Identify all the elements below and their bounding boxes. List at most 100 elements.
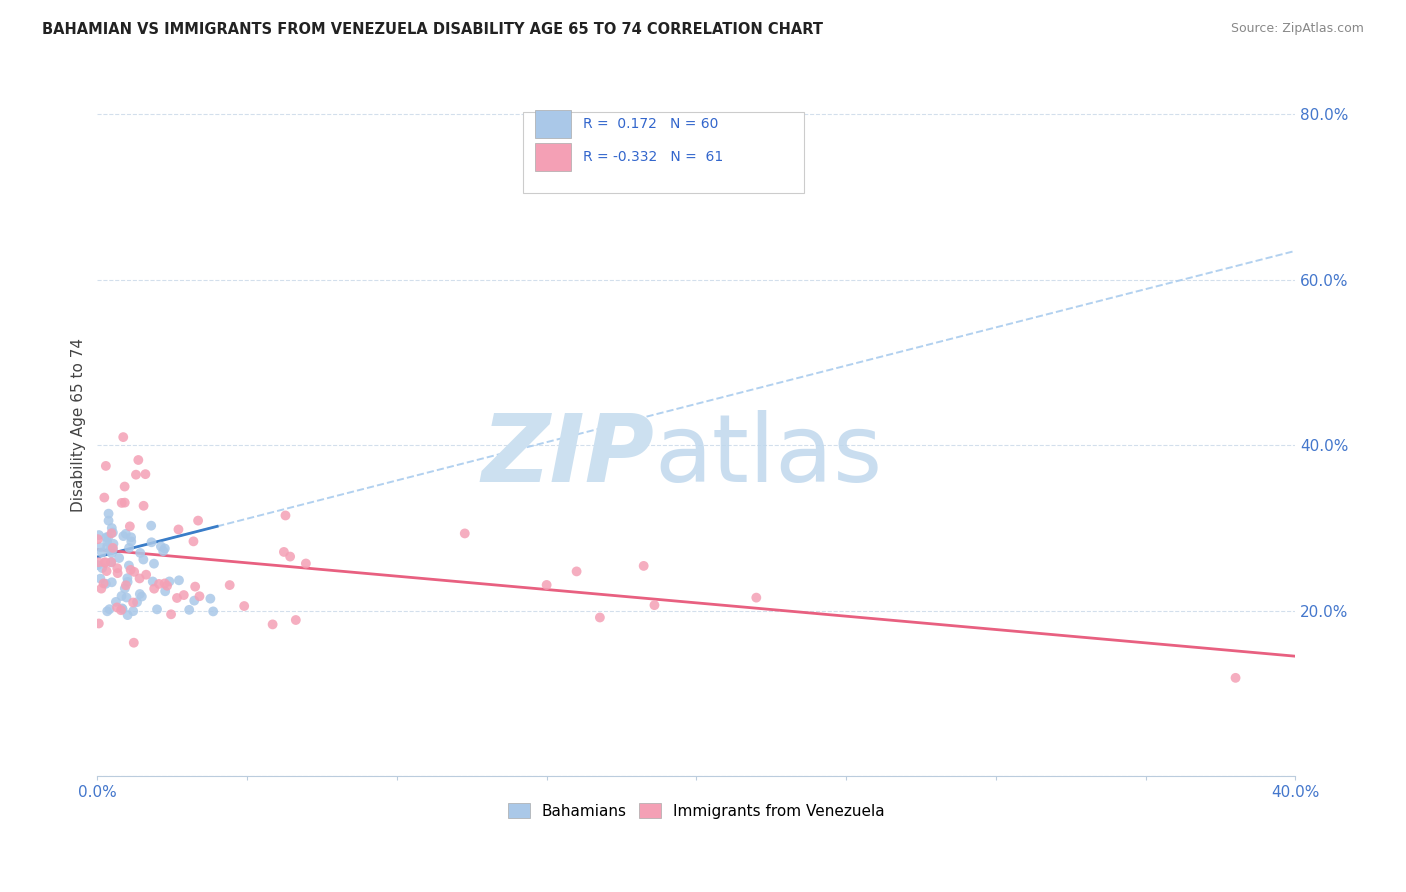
Point: [114, 526, 136, 541]
Point: [160, 607, 183, 622]
Point: [153, 584, 176, 599]
Point: [114, 582, 136, 596]
Point: [111, 601, 134, 615]
Legend: Bahamians, Immigrants from Venezuela: Bahamians, Immigrants from Venezuela: [502, 797, 890, 825]
Point: [132, 552, 155, 566]
Text: Source: ZipAtlas.com: Source: ZipAtlas.com: [1230, 22, 1364, 36]
Point: [87, 555, 110, 569]
Point: [96, 534, 118, 549]
Point: [188, 589, 211, 603]
Point: [173, 588, 195, 602]
Point: [643, 598, 665, 612]
Point: [111, 602, 134, 616]
Point: [100, 526, 122, 541]
Point: [143, 582, 166, 596]
Point: [122, 636, 145, 650]
Point: [98, 602, 121, 616]
Point: [86, 558, 108, 572]
Point: [274, 508, 297, 523]
Point: [128, 571, 150, 585]
Point: [200, 591, 222, 606]
Point: [100, 543, 122, 558]
Point: [295, 557, 318, 571]
Point: [115, 591, 138, 605]
Point: [101, 541, 124, 555]
Point: [118, 558, 141, 573]
Point: [148, 577, 170, 591]
Point: [104, 595, 127, 609]
Point: [184, 580, 207, 594]
Point: [132, 499, 155, 513]
Point: [115, 578, 138, 592]
Point: [156, 579, 179, 593]
Point: [134, 467, 156, 482]
Point: [141, 535, 163, 549]
Text: BAHAMIAN VS IMMIGRANTS FROM VENEZUELA DISABILITY AGE 65 TO 74 CORRELATION CHART: BAHAMIAN VS IMMIGRANTS FROM VENEZUELA DI…: [42, 22, 823, 37]
Point: [127, 453, 149, 467]
Point: [120, 534, 142, 549]
Point: [94, 555, 117, 569]
Point: [117, 571, 139, 585]
Point: [589, 610, 612, 624]
Point: [93, 491, 115, 505]
Point: [94, 458, 117, 473]
Point: [633, 558, 655, 573]
Point: [101, 542, 124, 557]
Point: [100, 555, 122, 569]
Point: [183, 593, 205, 607]
Point: [125, 467, 148, 482]
FancyBboxPatch shape: [523, 112, 804, 193]
Point: [114, 479, 136, 493]
Point: [89, 572, 111, 586]
Point: [111, 496, 134, 510]
Point: [152, 544, 174, 558]
Point: [97, 530, 120, 544]
Text: R = -0.332   N =  61: R = -0.332 N = 61: [582, 151, 723, 164]
Point: [745, 591, 768, 605]
Point: [159, 574, 181, 589]
Point: [112, 430, 135, 444]
Point: [131, 590, 153, 604]
Point: [146, 602, 169, 616]
Point: [105, 561, 128, 575]
Bar: [534, 144, 571, 171]
Point: [117, 574, 139, 589]
Point: [202, 604, 225, 618]
Point: [114, 495, 136, 509]
Point: [1225, 671, 1247, 685]
Point: [454, 526, 477, 541]
Point: [96, 604, 118, 618]
Point: [179, 603, 201, 617]
Point: [125, 595, 148, 609]
Point: [122, 565, 145, 579]
Point: [142, 574, 165, 589]
Text: atlas: atlas: [654, 410, 883, 502]
Point: [87, 532, 110, 546]
Point: [110, 603, 132, 617]
Point: [87, 528, 110, 542]
Point: [87, 616, 110, 631]
Point: [96, 564, 118, 578]
Point: [118, 519, 141, 533]
Point: [96, 530, 118, 544]
Point: [101, 525, 124, 540]
Point: [118, 541, 141, 555]
Point: [112, 529, 135, 543]
Point: [187, 514, 209, 528]
Point: [105, 600, 128, 615]
Point: [97, 514, 120, 528]
Point: [100, 546, 122, 560]
Point: [110, 589, 132, 603]
Point: [108, 551, 131, 566]
Point: [89, 540, 111, 554]
Point: [93, 576, 115, 591]
Point: [141, 518, 163, 533]
Point: [94, 576, 117, 591]
Point: [120, 563, 142, 577]
Point: [107, 566, 129, 581]
Point: [91, 561, 114, 575]
Point: [93, 556, 115, 570]
Text: R =  0.172   N = 60: R = 0.172 N = 60: [582, 118, 718, 131]
Bar: [534, 111, 571, 138]
Point: [122, 604, 145, 618]
